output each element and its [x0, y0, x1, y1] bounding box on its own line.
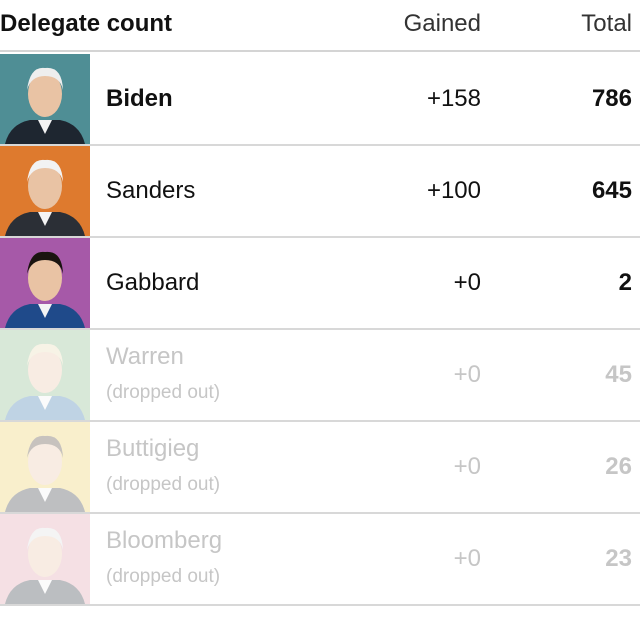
header-row: Delegate count Gained Total	[0, 0, 640, 52]
total-value: 645	[591, 177, 632, 204]
candidate-status: (dropped out)	[106, 382, 221, 403]
gained-value: +0	[453, 269, 481, 296]
portrait-shape	[27, 67, 63, 90]
candidate-name: Gabbard	[106, 269, 200, 296]
gained-value: +0	[453, 453, 481, 480]
portrait-shape	[27, 251, 63, 274]
portrait-shape	[38, 212, 52, 226]
gained-value: +100	[426, 177, 481, 204]
candidate-row: Warren (dropped out) +0 45	[0, 330, 640, 422]
portrait	[0, 514, 90, 604]
candidate-row: Sanders +100 645	[0, 146, 640, 238]
column-header: Total	[581, 10, 632, 37]
portrait-shape	[0, 514, 90, 604]
table-title: Delegate count	[0, 10, 173, 37]
portrait	[0, 330, 90, 420]
total-value: 26	[605, 453, 632, 480]
portrait-shape	[38, 304, 52, 318]
gained-value: +0	[453, 545, 481, 572]
total-value: 2	[618, 269, 632, 296]
portrait	[0, 238, 90, 328]
portrait-shape	[38, 580, 52, 594]
portrait-shape	[27, 159, 63, 182]
portrait-shape	[0, 422, 90, 512]
portrait	[0, 422, 90, 512]
portrait-shape	[5, 488, 85, 512]
candidate-name: Buttigieg	[106, 435, 200, 462]
candidate-name: Bloomberg	[106, 527, 223, 554]
portrait-shape	[28, 531, 62, 577]
candidate-status: (dropped out)	[106, 566, 221, 587]
portrait-shape	[27, 527, 63, 550]
candidate-row: Buttigieg (dropped out) +0 26	[0, 422, 640, 514]
portrait	[0, 146, 90, 236]
total-value: 23	[605, 545, 632, 572]
portrait-shape	[38, 488, 52, 502]
portrait-shape	[38, 396, 52, 410]
gained-value: +158	[426, 85, 481, 112]
candidate-name: Sanders	[106, 177, 196, 204]
portrait	[0, 54, 90, 144]
portrait-shape	[0, 330, 90, 420]
portrait-shape	[27, 343, 63, 366]
candidate-row: Gabbard +0 2	[0, 238, 640, 330]
portrait-shape	[27, 435, 63, 458]
portrait-shape	[38, 120, 52, 134]
total-value: 45	[605, 361, 632, 388]
candidate-name: Biden	[106, 85, 173, 112]
candidate-status: (dropped out)	[106, 474, 221, 495]
candidate-row: Biden +158 786	[0, 54, 640, 146]
gained-value: +0	[453, 361, 481, 388]
candidate-name: Warren	[106, 343, 184, 370]
candidate-row: Bloomberg (dropped out) +0 23	[0, 514, 640, 606]
column-header: Gained	[403, 10, 481, 37]
portrait-shape	[28, 163, 62, 209]
portrait-shape	[28, 439, 62, 485]
portrait-shape	[5, 396, 85, 420]
portrait-shape	[28, 255, 62, 301]
portrait-shape	[28, 347, 62, 393]
portrait-shape	[28, 71, 62, 117]
portrait-shape	[5, 580, 85, 604]
total-value: 786	[591, 85, 632, 112]
